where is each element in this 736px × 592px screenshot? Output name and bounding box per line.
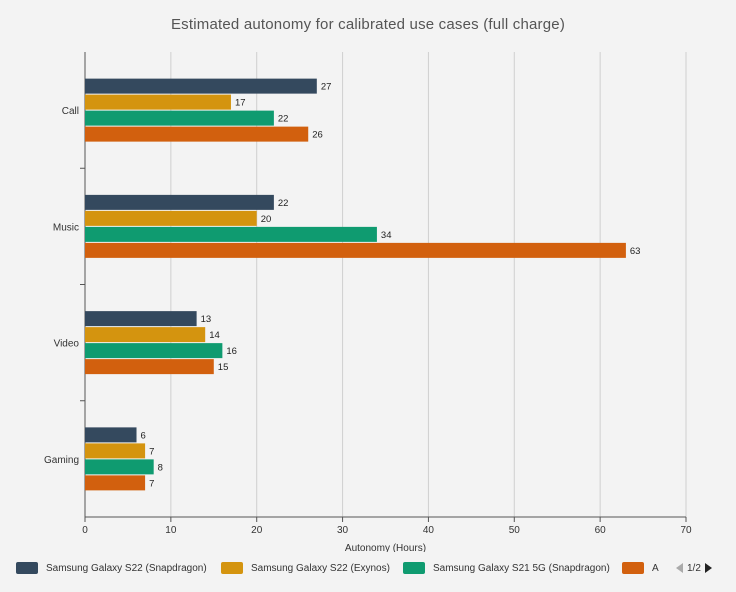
- bar-data-label: 22: [278, 198, 289, 209]
- bar-data-label: 7: [149, 478, 154, 489]
- legend-item[interactable]: Samsung Galaxy S22 (Snapdragon): [16, 554, 207, 582]
- bar: [85, 94, 231, 110]
- x-tick-label: 50: [509, 525, 521, 536]
- bar: [85, 343, 223, 359]
- legend-swatch: [16, 562, 38, 574]
- legend-item[interactable]: A: [622, 554, 659, 582]
- bar: [85, 194, 274, 210]
- bar: [85, 327, 206, 343]
- legend-page-indicator: 1/2: [687, 562, 701, 574]
- bar-data-label: 17: [235, 98, 246, 109]
- legend-label: Samsung Galaxy S22 (Snapdragon): [46, 562, 207, 574]
- legend-pager: 1/2: [676, 554, 712, 582]
- bar: [85, 475, 146, 491]
- legend-label: Samsung Galaxy S22 (Exynos): [251, 562, 390, 574]
- bar-data-label: 14: [209, 330, 220, 341]
- chart-title: Estimated autonomy for calibrated use ca…: [170, 16, 566, 33]
- bar: [85, 443, 146, 459]
- bar-data-label: 15: [218, 362, 229, 373]
- chart-plot: 0 10 20 30 40 50 60 70 Autonomy (Hours) Call 27 17 2…: [44, 52, 692, 552]
- x-tick-label: 30: [337, 525, 349, 536]
- bar: [85, 459, 154, 475]
- bar-data-label: 6: [141, 430, 146, 441]
- y-category-label: Music: [53, 222, 79, 233]
- legend-item[interactable]: Samsung Galaxy S21 5G (Snapdragon): [403, 554, 610, 582]
- legend-label: Samsung Galaxy S21 5G (Snapdragon): [433, 562, 610, 574]
- x-tick-label: 60: [595, 525, 607, 536]
- legend-swatch: [403, 562, 425, 574]
- legend-next-arrow-icon[interactable]: [704, 563, 712, 573]
- x-tick-label: 10: [165, 525, 177, 536]
- y-category-label: Video: [54, 339, 80, 350]
- x-tick-label: 20: [251, 525, 263, 536]
- bar: [85, 110, 274, 126]
- legend-swatch: [221, 562, 243, 574]
- bar-data-label: 26: [312, 130, 323, 141]
- bar: [85, 242, 626, 258]
- bar-data-label: 63: [630, 246, 641, 257]
- bar: [85, 427, 137, 443]
- bar: [85, 311, 197, 327]
- bar: [85, 210, 257, 226]
- bar-data-label: 16: [226, 346, 237, 357]
- legend-label: A: [652, 562, 659, 574]
- bar: [85, 359, 214, 375]
- bar-data-label: 13: [201, 314, 212, 325]
- x-tick-label: 0: [82, 525, 88, 536]
- bar: [85, 126, 309, 142]
- bar-data-label: 27: [321, 82, 332, 93]
- bar: [85, 226, 377, 242]
- bar-data-label: 8: [158, 462, 163, 473]
- bar: [85, 78, 317, 94]
- y-category-label: Gaming: [44, 455, 79, 466]
- y-category-label: Call: [62, 106, 79, 117]
- bar-data-label: 7: [149, 446, 154, 457]
- legend-swatch: [622, 562, 644, 574]
- x-tick-label: 40: [423, 525, 435, 536]
- legend-item[interactable]: Samsung Galaxy S22 (Exynos): [221, 554, 390, 582]
- x-tick-label: 70: [680, 525, 692, 536]
- bar-data-label: 20: [261, 214, 272, 225]
- legend-prev-arrow-icon[interactable]: [676, 563, 683, 573]
- bar-data-label: 34: [381, 230, 392, 241]
- bar-data-label: 22: [278, 114, 289, 125]
- x-axis-label: Autonomy (Hours): [345, 543, 426, 552]
- legend: Samsung Galaxy S22 (Snapdragon) Samsung G…: [0, 554, 736, 582]
